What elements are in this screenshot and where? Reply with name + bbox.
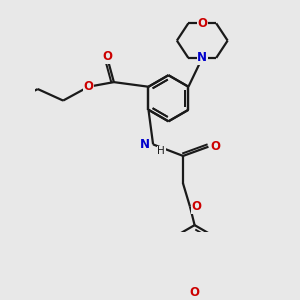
- Text: O: O: [190, 286, 200, 298]
- Text: N: N: [197, 51, 207, 64]
- Text: O: O: [211, 140, 221, 153]
- Text: O: O: [83, 80, 94, 93]
- Text: O: O: [102, 50, 112, 63]
- Text: O: O: [191, 200, 201, 213]
- Text: N: N: [140, 138, 150, 151]
- Text: H: H: [157, 146, 165, 156]
- Text: O: O: [197, 17, 207, 30]
